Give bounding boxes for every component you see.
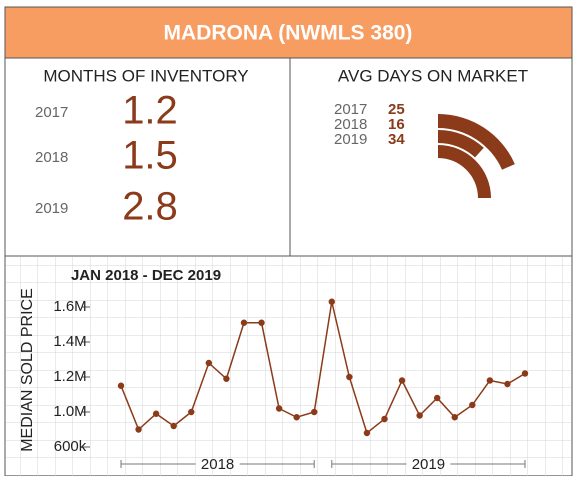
days-arc xyxy=(438,114,515,170)
year-label: 2019 xyxy=(334,131,367,148)
y-tick-label: 1.2M xyxy=(53,368,86,385)
inventory-value: 2.8 xyxy=(122,185,178,229)
days-arc xyxy=(438,145,491,198)
graph-paper xyxy=(6,257,571,476)
price-point xyxy=(486,377,494,384)
price-point xyxy=(205,359,213,367)
price-point xyxy=(152,410,160,417)
inventory-value: 1.2 xyxy=(122,89,178,133)
x-group-label: 2018 xyxy=(201,456,234,473)
days-arc xyxy=(438,130,484,158)
year-label: 2017 xyxy=(35,104,68,121)
y-tick-label: 1.0M xyxy=(53,403,86,420)
year-label: 2018 xyxy=(35,149,68,166)
price-point xyxy=(240,319,248,326)
price-point xyxy=(433,394,441,402)
price-point xyxy=(223,375,230,382)
price-point xyxy=(293,414,300,421)
y-tick-label: 600k xyxy=(54,438,87,455)
header-title: MADRONA (NWMLS 380) xyxy=(164,22,413,45)
y-axis-label: MEDIAN SOLD PRICE xyxy=(19,288,36,452)
price-point xyxy=(469,401,476,409)
price-point xyxy=(451,414,458,421)
price-point xyxy=(188,408,195,416)
year-label: 2019 xyxy=(35,200,68,217)
header-bar xyxy=(4,6,573,59)
days-title: AVG DAYS ON MARKET xyxy=(338,66,528,85)
inventory-value: 1.5 xyxy=(122,134,178,178)
year-label: 2017 xyxy=(334,101,367,118)
price-point xyxy=(135,426,142,433)
days-value: 34 xyxy=(388,131,405,148)
price-point xyxy=(328,298,335,305)
chart-title: JAN 2018 - DEC 2019 xyxy=(71,267,221,284)
days-value: 16 xyxy=(388,116,405,133)
days-value: 25 xyxy=(388,101,405,118)
price-point xyxy=(275,405,283,412)
price-point xyxy=(363,429,371,437)
x-group-label: 2019 xyxy=(412,456,445,473)
price-point xyxy=(258,319,265,326)
y-tick-label: 1.4M xyxy=(53,333,86,350)
price-point xyxy=(521,370,529,377)
price-point xyxy=(504,380,511,388)
y-tick-label: 1.6M xyxy=(53,298,86,315)
price-point xyxy=(117,382,125,389)
price-point xyxy=(381,415,388,423)
price-point xyxy=(311,408,318,416)
price-point xyxy=(346,373,353,381)
year-label: 2018 xyxy=(334,116,367,133)
price-line xyxy=(120,301,526,435)
price-point xyxy=(416,412,423,419)
price-point xyxy=(170,422,177,430)
price-point xyxy=(398,377,406,384)
inventory-title: MONTHS OF INVENTORY xyxy=(43,66,248,85)
